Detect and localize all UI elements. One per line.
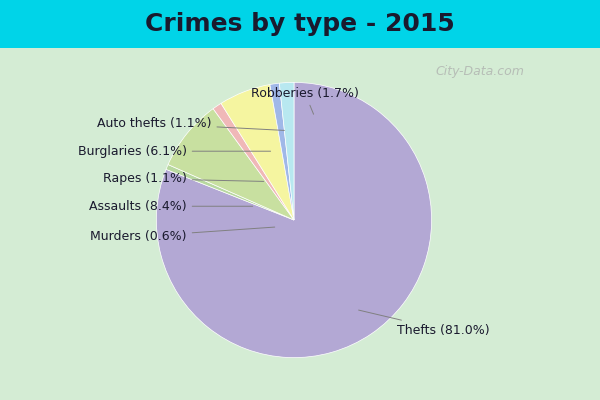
Wedge shape <box>221 84 294 220</box>
Text: Assaults (8.4%): Assaults (8.4%) <box>89 200 253 213</box>
Text: Murders (0.6%): Murders (0.6%) <box>90 227 275 243</box>
Text: Auto thefts (1.1%): Auto thefts (1.1%) <box>97 117 284 130</box>
Wedge shape <box>213 103 294 220</box>
Wedge shape <box>166 164 294 220</box>
Wedge shape <box>280 82 294 220</box>
Text: Robberies (1.7%): Robberies (1.7%) <box>251 87 359 114</box>
Text: City-Data.com: City-Data.com <box>436 66 524 78</box>
Text: Rapes (1.1%): Rapes (1.1%) <box>103 172 264 185</box>
Text: Burglaries (6.1%): Burglaries (6.1%) <box>77 145 271 158</box>
Text: Crimes by type - 2015: Crimes by type - 2015 <box>145 12 455 36</box>
Wedge shape <box>270 83 294 220</box>
Wedge shape <box>157 82 431 358</box>
Wedge shape <box>168 109 294 220</box>
Text: Thefts (81.0%): Thefts (81.0%) <box>359 310 490 336</box>
